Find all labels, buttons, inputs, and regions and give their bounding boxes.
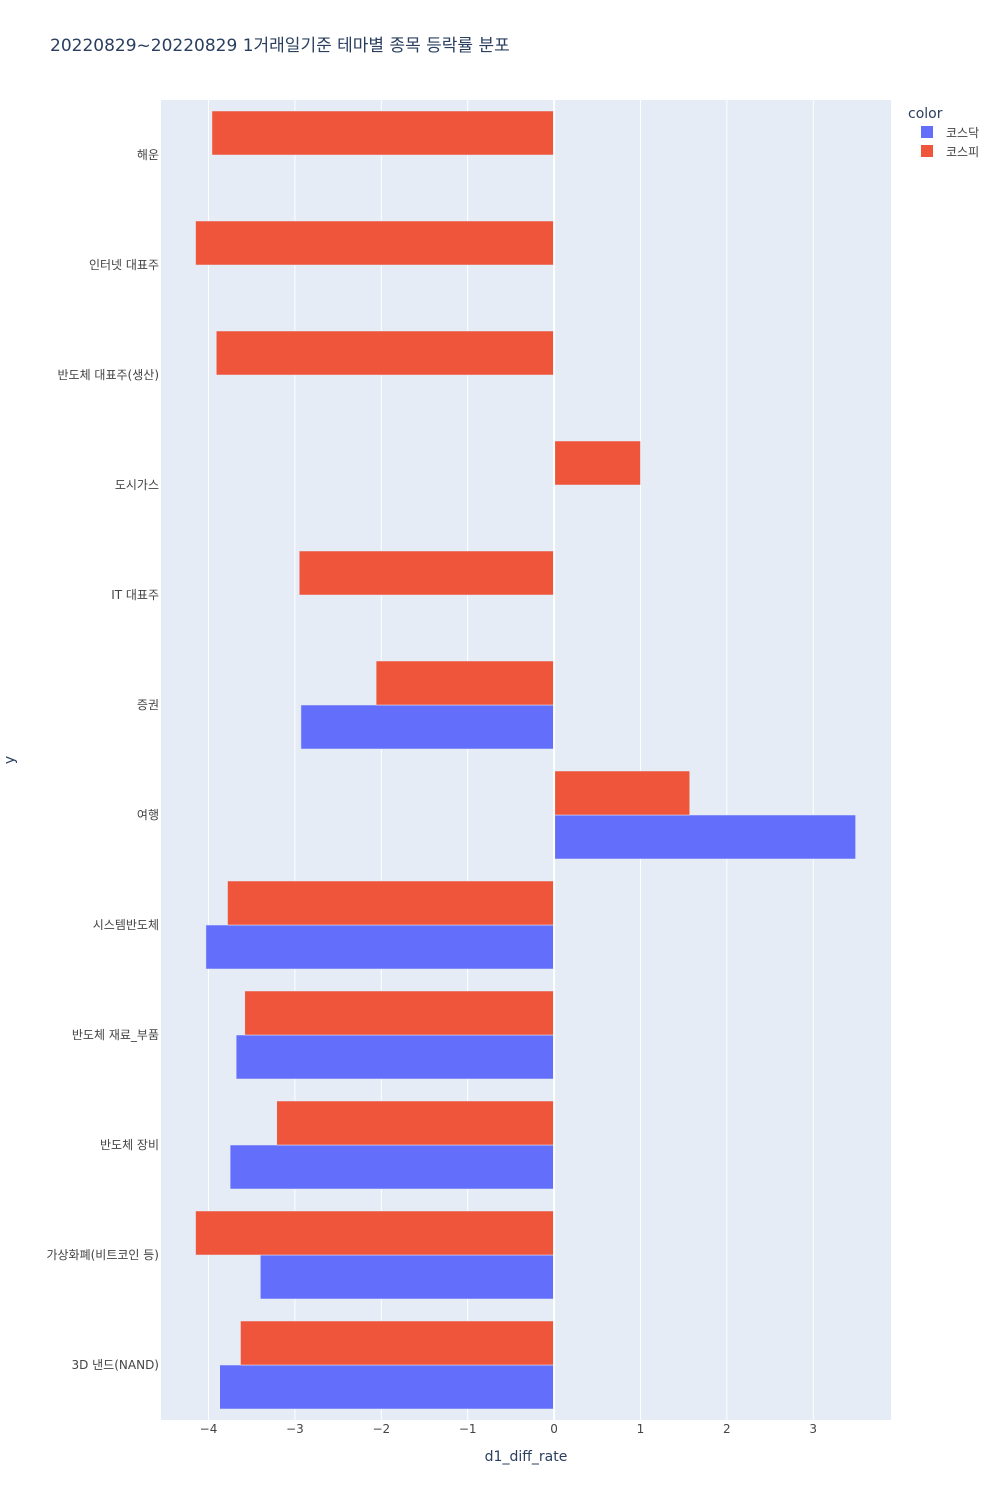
x-tick-label: −4 xyxy=(200,1422,218,1436)
chart-title: 20220829~20220829 1거래일기준 테마별 종목 등락률 분포 xyxy=(50,36,510,56)
bar xyxy=(219,1364,555,1410)
bar xyxy=(260,1254,555,1300)
bar xyxy=(300,704,555,750)
y-tick-label: 증권 xyxy=(137,698,159,712)
bar xyxy=(229,1144,555,1190)
legend-label: 코스닥 xyxy=(946,126,979,140)
bar xyxy=(244,990,555,1036)
y-tick-label: 3D 낸드(NAND) xyxy=(71,1358,159,1372)
y-tick-label: 반도체 대표주(생산) xyxy=(58,368,160,382)
y-tick-label: 반도체 장비 xyxy=(100,1138,159,1152)
x-tick-label: −2 xyxy=(372,1422,390,1436)
x-axis-label: d1_diff_rate xyxy=(485,1449,568,1465)
bar xyxy=(553,770,690,816)
y-tick-label: 인터넷 대표주 xyxy=(89,258,159,272)
x-tick-label: 1 xyxy=(637,1422,645,1436)
x-tick-label: −3 xyxy=(286,1422,304,1436)
legend-title: color xyxy=(908,106,943,122)
legend-label: 코스피 xyxy=(946,145,979,159)
x-tick-labels: −4 −3 −2 −1 0 1 2 3 xyxy=(200,1422,817,1436)
x-tick-label: 2 xyxy=(723,1422,731,1436)
bar xyxy=(240,1320,555,1366)
bar xyxy=(298,550,555,596)
bar xyxy=(375,660,555,706)
legend-swatch xyxy=(921,126,933,138)
bar xyxy=(195,1210,555,1256)
legend-swatch xyxy=(921,145,933,157)
x-tick-label: 0 xyxy=(550,1422,558,1436)
grid-lines xyxy=(208,100,814,1420)
bar xyxy=(235,1034,555,1080)
bar xyxy=(205,924,555,970)
bar xyxy=(211,110,555,156)
bar xyxy=(227,880,555,926)
bar xyxy=(195,220,555,266)
bar xyxy=(553,440,641,486)
y-tick-label: 반도체 재료_부품 xyxy=(72,1028,159,1042)
y-axis-label: y xyxy=(2,756,18,764)
x-tick-label: 3 xyxy=(809,1422,817,1436)
bar xyxy=(553,814,856,860)
x-tick-label: −1 xyxy=(459,1422,477,1436)
bar xyxy=(276,1100,555,1146)
y-tick-label: 시스템반도체 xyxy=(93,918,159,932)
bars xyxy=(195,110,856,1410)
y-tick-label: IT 대표주 xyxy=(111,588,159,602)
plot-area xyxy=(161,100,891,1420)
y-tick-label: 해운 xyxy=(137,148,159,162)
y-tick-label: 가상화폐(비트코인 등) xyxy=(46,1248,159,1262)
bar xyxy=(216,330,555,376)
y-tick-label: 여행 xyxy=(137,807,159,822)
y-tick-label: 도시가스 xyxy=(115,478,159,492)
